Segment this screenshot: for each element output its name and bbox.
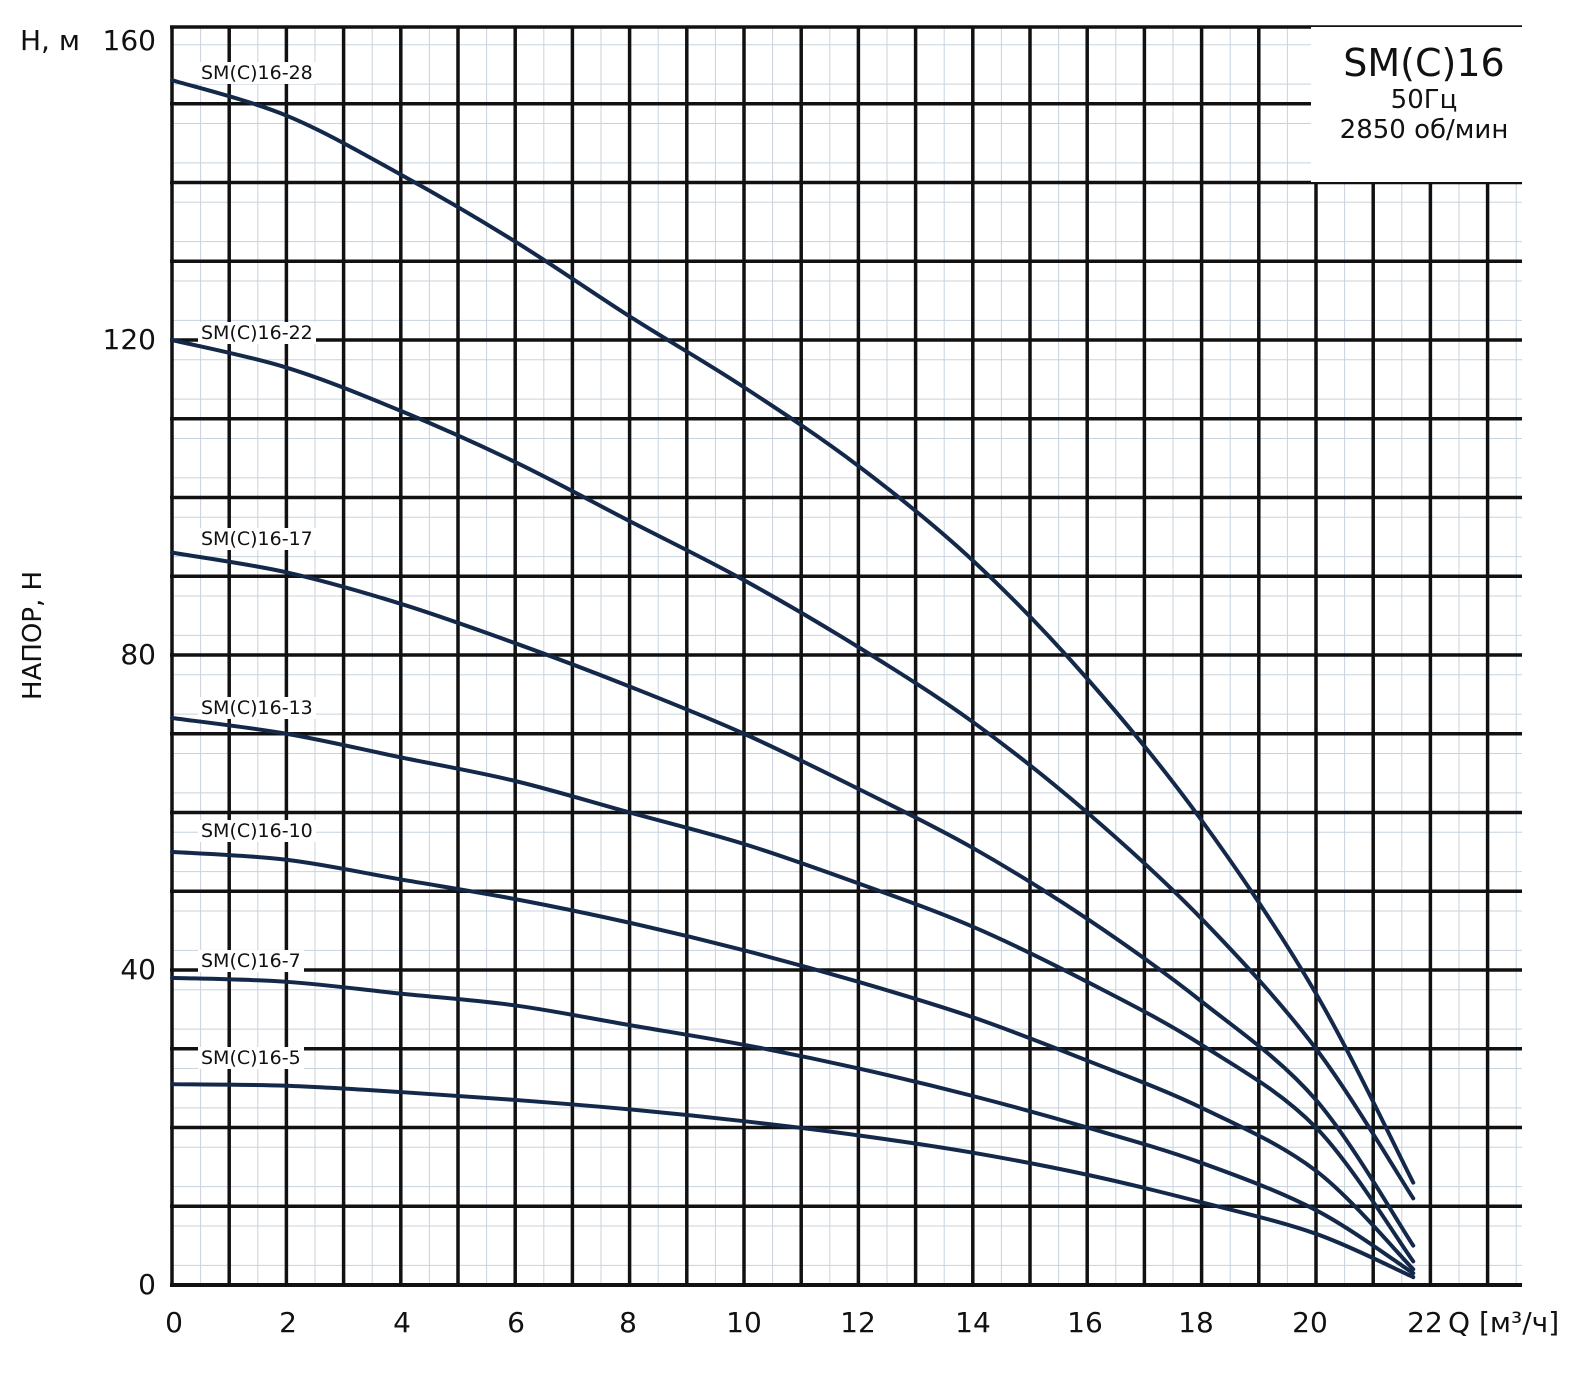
curve-label-16-22: SM(C)16-22 <box>198 322 316 344</box>
x-tick: 16 <box>1067 1306 1103 1339</box>
curve-line <box>170 716 1416 1264</box>
curve-label-16-5: SM(C)16-5 <box>198 1047 304 1069</box>
x-tick: 6 <box>507 1306 525 1339</box>
x-tick: 0 <box>165 1306 183 1339</box>
x-tick: 2 <box>279 1306 297 1339</box>
chart-title: SM(C)16 <box>1343 41 1505 85</box>
y-tick: 40 <box>120 953 156 986</box>
x-tick: 18 <box>1178 1306 1214 1339</box>
curve-label-16-10: SM(C)16-10 <box>198 820 316 842</box>
chart-title-box: SM(C)16 50Гц 2850 об/мин <box>1311 27 1537 182</box>
curve-line <box>170 1082 1416 1280</box>
y-tick: 0 <box>138 1268 156 1301</box>
speed-label: 2850 об/мин <box>1339 115 1509 145</box>
performance-curves <box>170 78 1416 1280</box>
x-tick: 4 <box>393 1306 411 1339</box>
curve-label-16-13: SM(C)16-13 <box>198 697 316 719</box>
x-tick: 8 <box>619 1306 637 1339</box>
x-tick: 22 <box>1407 1306 1443 1339</box>
y-tick: 80 <box>120 638 156 671</box>
major-grid <box>170 25 1522 1287</box>
curve-label-16-17: SM(C)16-17 <box>198 528 316 550</box>
x-tick: 12 <box>840 1306 876 1339</box>
curve-line <box>170 849 1416 1272</box>
curve-line <box>170 338 1416 1201</box>
curve-label-16-7: SM(C)16-7 <box>198 950 304 972</box>
x-tick: 10 <box>726 1306 762 1339</box>
curve-label-16-28: SM(C)16-28 <box>198 62 316 84</box>
y-tick: 160 <box>102 24 156 57</box>
frequency-label: 50Гц <box>1390 85 1458 115</box>
x-tick: 20 <box>1292 1306 1328 1339</box>
curve-line <box>170 975 1416 1276</box>
x-axis-title: Q [м³/ч] <box>1448 1306 1560 1339</box>
y-tick: 120 <box>102 323 156 356</box>
curve-line <box>170 78 1416 1185</box>
y-axis-title: НАПОР, Н <box>18 570 48 700</box>
x-tick: 14 <box>955 1306 991 1339</box>
y-unit-label: H, м <box>20 24 80 57</box>
curve-line <box>170 550 1416 1248</box>
